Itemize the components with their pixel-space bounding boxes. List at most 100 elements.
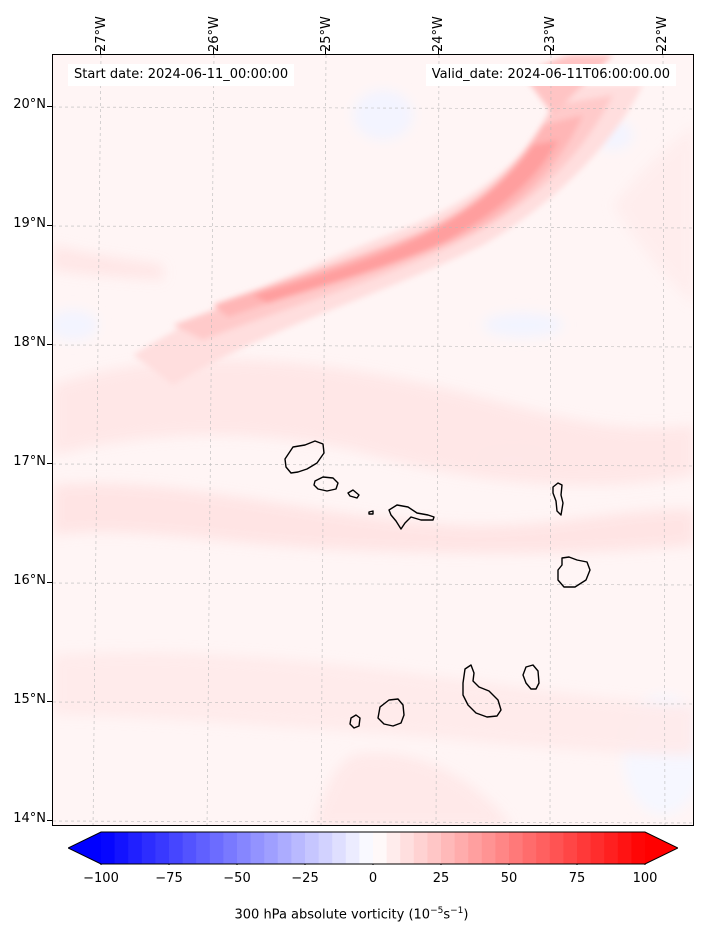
colorbar-cell	[318, 832, 333, 864]
colorbar-cell	[590, 832, 605, 864]
colorbar-cell	[182, 832, 197, 864]
colorbar-title-exp1: −5	[430, 906, 444, 916]
colorbar-cell	[291, 832, 306, 864]
colorbar-cell	[209, 832, 224, 864]
colorbar-cell	[345, 832, 360, 864]
colorbar-cell	[468, 832, 483, 864]
colorbar-cell	[128, 832, 143, 864]
colorbar-cell	[332, 832, 347, 864]
tickmark	[47, 582, 52, 583]
colorbar-cell	[454, 832, 469, 864]
colorbar-cell	[196, 832, 211, 864]
colorbar-cell	[400, 832, 415, 864]
colorbar-tick-label: 25	[432, 871, 450, 886]
tickmark	[47, 225, 52, 226]
colorbar-cell	[141, 832, 156, 864]
coastline-santo-antao	[284, 440, 325, 474]
lat-tick-label: 17°N	[13, 454, 46, 469]
colorbar-cell	[604, 832, 619, 864]
lat-tick-label: 19°N	[13, 216, 46, 231]
lat-tick-label: 15°N	[13, 692, 46, 707]
lat-tick-label: 14°N	[13, 811, 46, 826]
colorbar-cells	[101, 832, 646, 864]
colorbar-cell	[250, 832, 265, 864]
coastline-boa-vista	[557, 556, 591, 588]
map-panel	[52, 54, 694, 826]
colorbar-cell	[101, 832, 116, 864]
colorbar-cell	[563, 832, 578, 864]
colorbar-cell	[617, 832, 632, 864]
colorbar-cell	[277, 832, 292, 864]
colorbar-cell	[631, 832, 646, 864]
colorbar-min-extend	[68, 832, 101, 864]
colorbar-cell	[155, 832, 170, 864]
colorbar-tick-label: 50	[500, 871, 518, 886]
tickmark	[325, 48, 326, 54]
colorbar-cell	[237, 832, 252, 864]
tickmark	[47, 344, 52, 345]
colorbar-cell	[536, 832, 551, 864]
tickmark	[662, 48, 663, 54]
tickmark	[47, 701, 52, 702]
lon-tick-label: 25°W	[319, 16, 334, 52]
coastline-sao-vicente	[313, 476, 339, 492]
colorbar-title-exp2: −1	[450, 906, 464, 916]
colorbar-tick-label: −75	[155, 871, 183, 886]
lat-tick-label: 18°N	[13, 335, 46, 350]
coastline-santa-luzia	[347, 489, 360, 499]
colorbar-tick-label: 100	[632, 871, 658, 886]
colorbar-title: 300 hPa absolute vorticity (10−5s−1)	[0, 906, 703, 922]
colorbar-cell	[359, 832, 374, 864]
tickmark	[47, 463, 52, 464]
tickmark	[213, 48, 214, 54]
tickmark	[100, 48, 101, 54]
lon-tick-label: 24°W	[431, 16, 446, 52]
colorbar-ticks	[100, 864, 646, 865]
lon-tick-label: 22°W	[655, 16, 670, 52]
colorbar-cell	[373, 832, 388, 864]
colorbar-tick-label: −25	[291, 871, 319, 886]
coastline-sao-nicolau	[388, 504, 435, 530]
colorbar-cell	[549, 832, 564, 864]
start-date-label: Start date: 2024-06-11_00:00:00	[68, 64, 295, 86]
colorbar-cell	[386, 832, 401, 864]
lat-tick-label: 16°N	[13, 573, 46, 588]
colorbar-cell	[481, 832, 496, 864]
colorbar-tick-label: 0	[368, 871, 378, 886]
colorbar-max-extend	[645, 832, 678, 864]
colorbar-tick-label: −100	[83, 871, 119, 886]
coastline-brava	[349, 714, 361, 729]
lat-tick-label: 20°N	[13, 97, 46, 112]
tickmark	[47, 820, 52, 821]
coastline-santiago	[462, 664, 502, 718]
colorbar-cell	[114, 832, 129, 864]
colorbar-cell	[264, 832, 279, 864]
colorbar-cell	[441, 832, 456, 864]
colorbar-cell	[169, 832, 184, 864]
colorbar-title-suffix: )	[463, 907, 469, 923]
lon-tick-label: 23°W	[543, 16, 558, 52]
tickmark	[47, 106, 52, 107]
colorbar-cell	[577, 832, 592, 864]
colorbar-cell	[413, 832, 428, 864]
graticule	[53, 55, 693, 825]
colorbar-tick-label: −50	[223, 871, 251, 886]
colorbar	[68, 831, 678, 865]
coastline-maio	[522, 664, 540, 690]
colorbar-cell	[223, 832, 238, 864]
coastline-sal	[552, 482, 564, 516]
colorbar-cell	[495, 832, 510, 864]
lon-tick-label: 26°W	[207, 16, 222, 52]
coastlines	[284, 440, 591, 729]
vorticity-map	[53, 55, 693, 825]
coastline-branco	[368, 510, 374, 515]
colorbar-tick-label: 75	[568, 871, 586, 886]
colorbar-title-prefix: 300 hPa absolute vorticity (10	[234, 907, 431, 923]
coastline-fogo	[377, 698, 405, 727]
colorbar-cell	[427, 832, 442, 864]
lon-tick-label: 27°W	[94, 16, 109, 52]
colorbar-cell	[522, 832, 537, 864]
tickmark	[550, 48, 551, 54]
positive-vorticity-background	[53, 126, 693, 825]
colorbar-cell	[305, 832, 320, 864]
